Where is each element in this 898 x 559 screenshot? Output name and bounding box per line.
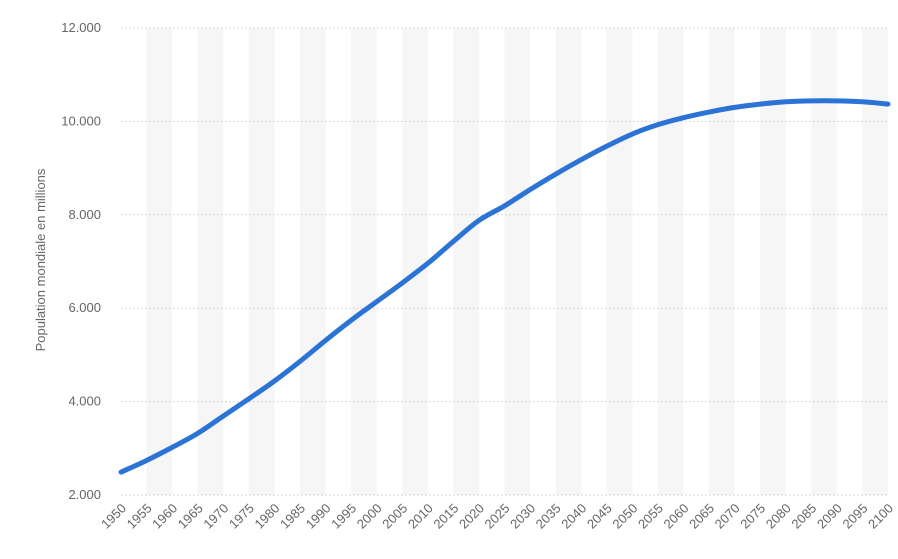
- x-tick-label: 1980: [251, 501, 282, 532]
- data-point: [860, 99, 865, 104]
- data-point: [170, 445, 175, 450]
- x-axis-ticks: 1950195519601965197019751980198519901995…: [98, 501, 896, 532]
- data-point: [221, 414, 226, 419]
- x-tick-label: 2010: [405, 501, 436, 532]
- data-point: [272, 379, 277, 384]
- data-point: [349, 318, 354, 323]
- x-tick-label: 2015: [430, 501, 461, 532]
- x-tick-label: 2080: [763, 501, 794, 532]
- background-band: [453, 28, 479, 495]
- x-tick-label: 1960: [149, 501, 180, 532]
- x-tick-label: 1955: [124, 501, 155, 532]
- y-tick-label: 6.000: [68, 300, 101, 315]
- x-tick-label: 2035: [533, 501, 564, 532]
- x-tick-label: 2070: [712, 501, 743, 532]
- background-band: [146, 28, 173, 495]
- x-tick-label: 2100: [865, 501, 896, 532]
- y-tick-label: 10.000: [61, 113, 101, 128]
- y-axis-ticks: 2.000 4.000 6.000 8.000 10.000 12.000: [61, 20, 101, 502]
- data-point: [630, 132, 635, 137]
- y-axis-label: Population mondiale en millions: [33, 168, 48, 351]
- data-point: [476, 218, 481, 223]
- x-tick-label: 2025: [482, 501, 513, 532]
- x-tick-label: 2005: [379, 501, 410, 532]
- x-tick-label: 1965: [175, 501, 206, 532]
- data-point: [195, 431, 200, 436]
- x-tick-label: 1970: [200, 501, 231, 532]
- data-point: [809, 98, 814, 103]
- x-tick-label: 1990: [303, 501, 334, 532]
- data-point: [400, 280, 405, 285]
- x-tick-label: 2030: [507, 501, 538, 532]
- data-point: [732, 105, 737, 110]
- data-point: [502, 203, 507, 208]
- y-tick-label: 8.000: [68, 207, 101, 222]
- background-band: [248, 28, 275, 495]
- background-band: [709, 28, 735, 495]
- background-band: [657, 28, 684, 495]
- x-tick-label: 1975: [226, 501, 257, 532]
- y-tick-label: 12.000: [61, 20, 101, 35]
- data-point: [451, 239, 456, 244]
- x-tick-label: 2055: [635, 501, 666, 532]
- background-band: [555, 28, 582, 495]
- data-point: [528, 187, 533, 192]
- data-point: [144, 458, 149, 463]
- x-tick-label: 2095: [839, 501, 870, 532]
- x-tick-label: 2045: [584, 501, 615, 532]
- background-band: [504, 28, 531, 495]
- data-point: [655, 122, 660, 127]
- data-point: [886, 102, 891, 107]
- x-tick-label: 2060: [661, 501, 692, 532]
- data-point: [707, 110, 712, 115]
- x-tick-label: 2090: [814, 501, 845, 532]
- data-point: [834, 98, 839, 103]
- data-point: [119, 470, 124, 475]
- x-tick-label: 2040: [558, 501, 589, 532]
- x-tick-label: 2050: [609, 501, 640, 532]
- background-band: [760, 28, 786, 495]
- data-point: [783, 99, 788, 104]
- x-tick-label: 2000: [354, 501, 385, 532]
- background-band: [862, 28, 888, 495]
- x-tick-label: 1985: [277, 501, 308, 532]
- x-tick-label: 2065: [686, 501, 717, 532]
- data-point: [681, 115, 686, 120]
- data-point: [758, 102, 763, 107]
- y-tick-label: 2.000: [68, 487, 101, 502]
- data-point: [553, 172, 558, 177]
- series-line-population: [118, 98, 891, 475]
- background-band: [351, 28, 377, 495]
- data-point: [579, 157, 584, 162]
- x-tick-label: 1950: [98, 501, 129, 532]
- data-point: [374, 299, 379, 304]
- data-point: [425, 261, 430, 266]
- data-point: [297, 359, 302, 364]
- data-point: [604, 144, 609, 149]
- x-tick-label: 2085: [788, 501, 819, 532]
- x-tick-label: 2075: [737, 501, 768, 532]
- background-band: [402, 28, 428, 495]
- background-bands: [146, 28, 888, 495]
- data-point: [246, 396, 251, 401]
- y-tick-label: 4.000: [68, 394, 101, 409]
- background-band: [606, 28, 633, 495]
- background-band: [811, 28, 837, 495]
- data-point: [323, 338, 328, 343]
- x-tick-label: 2020: [456, 501, 487, 532]
- background-band: [299, 28, 326, 495]
- x-tick-label: 1995: [328, 501, 359, 532]
